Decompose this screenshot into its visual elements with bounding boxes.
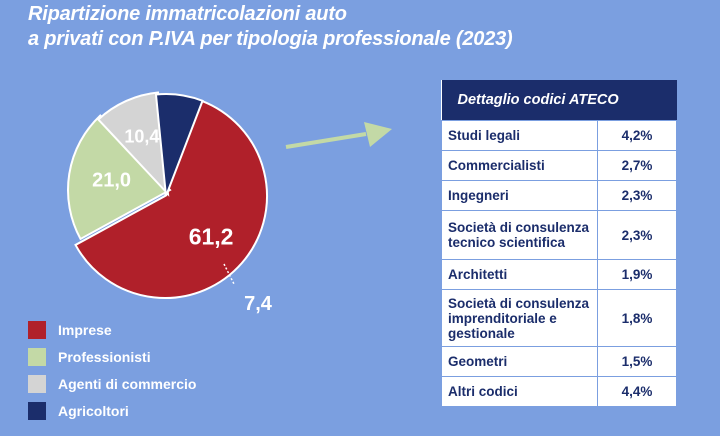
table-row: Società di consulenza imprenditoriale e … xyxy=(441,289,677,347)
pie-slice-agenti xyxy=(96,91,170,197)
slice-label-agricoltori: 7,4 xyxy=(244,293,273,315)
row-value: 2,3% xyxy=(597,210,677,260)
table-row: Studi legali 4,2% xyxy=(441,120,677,151)
row-value: 4,4% xyxy=(597,376,677,407)
row-value: 1,5% xyxy=(597,346,677,377)
chart-title: Ripartizione immatricolazioni auto a pri… xyxy=(28,2,513,52)
slice-label-professionisti: 21,0 xyxy=(92,170,131,192)
legend-swatch-professionisti xyxy=(28,347,46,366)
legend: Imprese Professionisti Agenti di commerc… xyxy=(28,316,196,424)
chart-title-line2: a privati con P.IVA per tipologia profes… xyxy=(28,28,513,50)
legend-item-professionisti: Professionisti xyxy=(28,343,196,370)
row-label: Altri codici xyxy=(441,376,598,407)
table-row: Geometri 1,5% xyxy=(441,346,677,377)
legend-label-imprese: Imprese xyxy=(58,321,112,338)
row-value: 1,8% xyxy=(597,289,677,347)
legend-swatch-agricoltori xyxy=(28,401,46,420)
pie-slice-agricoltori xyxy=(154,93,204,197)
pie-slice-professionisti xyxy=(66,114,172,241)
table-row: Commercialisti 2,7% xyxy=(441,150,677,181)
table-row: Società di consulenza tecnico scientific… xyxy=(441,210,677,260)
slice-label-agenti: 10,4 xyxy=(124,126,159,146)
legend-swatch-agenti xyxy=(28,374,46,393)
legend-item-imprese: Imprese xyxy=(28,316,196,343)
row-label: Architetti xyxy=(441,259,598,290)
legend-item-agenti: Agenti di commercio xyxy=(28,370,196,397)
row-value: 4,2% xyxy=(597,120,677,151)
legend-label-agenti: Agenti di commercio xyxy=(58,375,197,392)
row-value: 2,7% xyxy=(597,150,677,181)
slice-label-imprese: 61,2 xyxy=(189,223,234,249)
row-label: Ingegneri xyxy=(441,180,598,211)
row-label: Società di consulenza tecnico scientific… xyxy=(441,210,598,260)
arrow-icon xyxy=(285,122,392,149)
row-value: 2,3% xyxy=(597,180,677,211)
row-label: Società di consulenza imprenditoriale e … xyxy=(441,289,598,347)
legend-item-agricoltori: Agricoltori xyxy=(28,397,196,424)
table-row: Architetti 1,9% xyxy=(441,259,677,290)
row-label: Commercialisti xyxy=(441,150,598,181)
row-label: Studi legali xyxy=(441,120,598,151)
ateco-table-header: Dettaglio codici ATECO xyxy=(441,80,677,121)
table-row: Altri codici 4,4% xyxy=(441,376,677,407)
legend-label-agricoltori: Agricoltori xyxy=(58,402,129,419)
row-label: Geometri xyxy=(441,346,598,377)
legend-label-professionisti: Professionisti xyxy=(58,348,151,365)
chart-title-line1: Ripartizione immatricolazioni auto xyxy=(28,3,347,25)
table-row: Ingegneri 2,3% xyxy=(441,180,677,211)
legend-swatch-imprese xyxy=(28,320,46,339)
row-value: 1,9% xyxy=(597,259,677,290)
ateco-table: Dettaglio codici ATECO Studi legali 4,2%… xyxy=(441,80,677,407)
pie-slice-imprese xyxy=(74,99,268,299)
